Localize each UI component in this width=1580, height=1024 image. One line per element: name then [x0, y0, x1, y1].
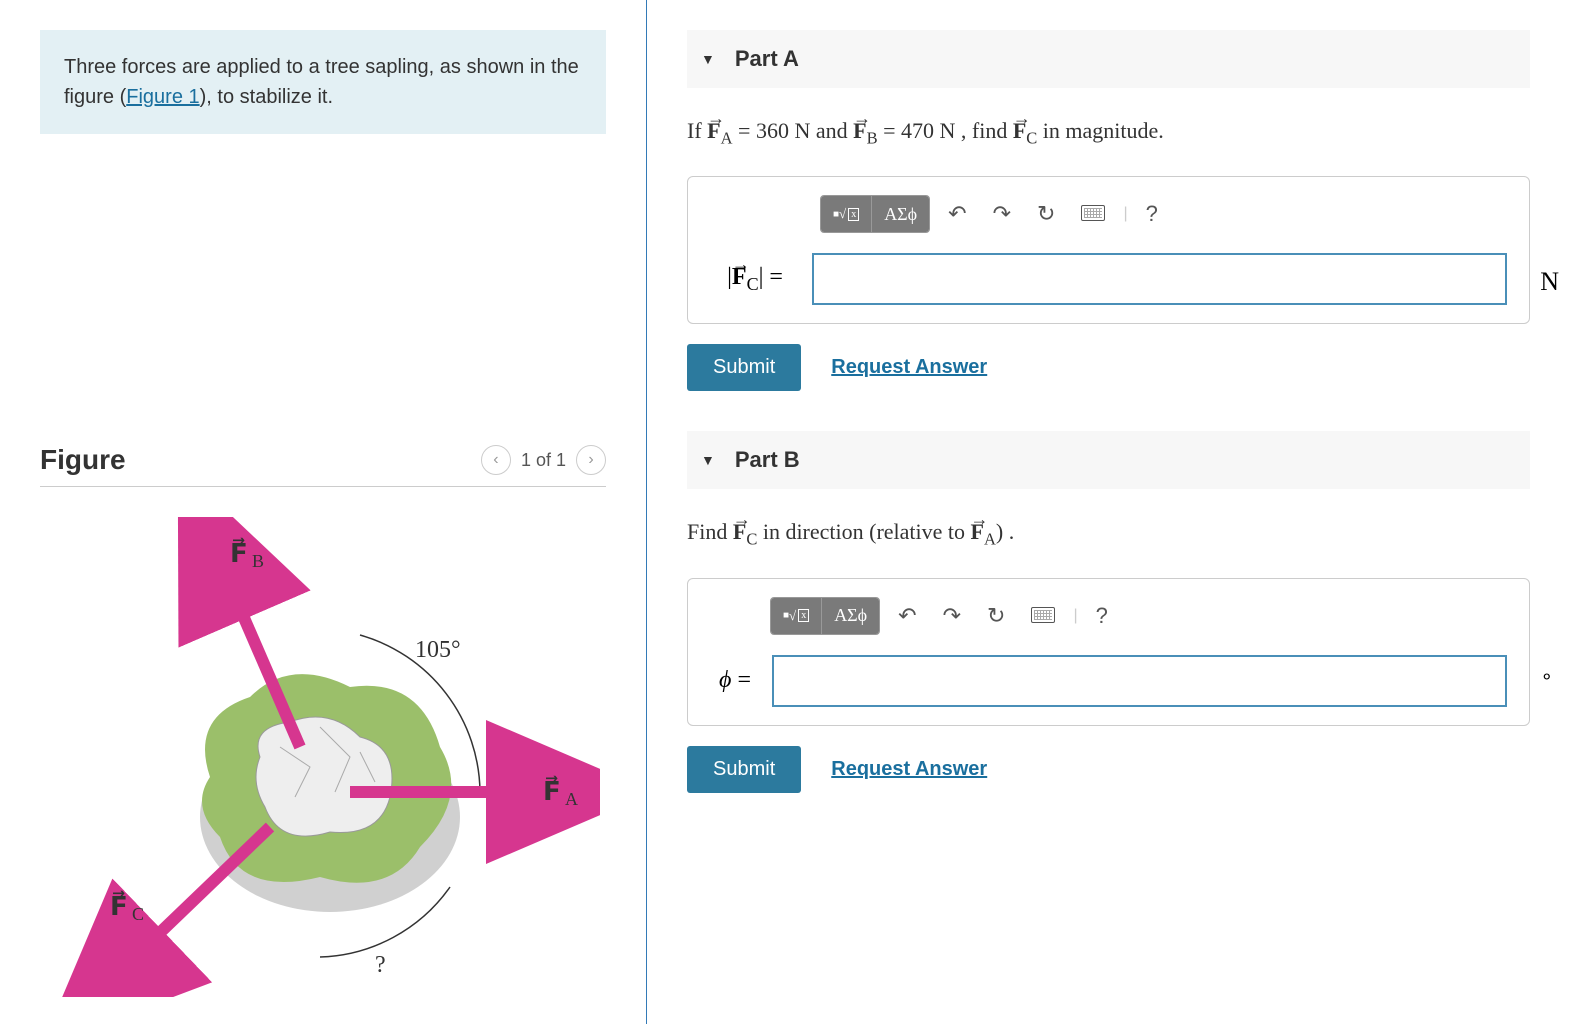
- svg-text:F⃗: F⃗: [543, 775, 561, 806]
- part-a-input[interactable]: [812, 253, 1507, 305]
- figure-pager: 1 of 1: [521, 450, 566, 471]
- part-b-toolbar: ■√x ΑΣϕ ↶ ↷ ↻ | ?: [770, 597, 1507, 635]
- part-a-unit: N: [1540, 267, 1559, 297]
- reset-icon[interactable]: ↻: [979, 599, 1013, 633]
- part-b-request-answer-link[interactable]: Request Answer: [831, 758, 987, 781]
- greek-letters-button[interactable]: ΑΣϕ: [872, 196, 929, 232]
- fb-value: 470: [901, 118, 934, 143]
- part-b-submit-button[interactable]: Submit: [687, 746, 801, 793]
- help-icon[interactable]: ?: [1088, 599, 1116, 633]
- svg-text:F⃗: F⃗: [110, 890, 128, 921]
- figure-title: Figure: [40, 444, 126, 476]
- fa-value: 360: [756, 118, 789, 143]
- part-a-section: ▼ Part A If →FA = 360 N and →FB = 470 N …: [687, 30, 1530, 391]
- figure-nav: ‹ 1 of 1 ›: [481, 445, 606, 475]
- part-b-question: Find →FC in direction (relative to →FA) …: [687, 519, 1530, 549]
- figure-header: Figure ‹ 1 of 1 ›: [40, 444, 606, 487]
- right-panel: ▼ Part A If →FA = 360 N and →FB = 470 N …: [647, 0, 1580, 1024]
- svg-text:F⃗: F⃗: [230, 537, 248, 568]
- part-b-answer-box: ■√x ΑΣϕ ↶ ↷ ↻ | ? ϕ = ∘: [687, 578, 1530, 726]
- part-b-section: ▼ Part B Find →FC in direction (relative…: [687, 431, 1530, 792]
- toolbar-group: ■√x ΑΣϕ: [770, 597, 880, 635]
- part-a-header[interactable]: ▼ Part A: [687, 30, 1530, 88]
- math-templates-button[interactable]: ■√x: [821, 196, 872, 232]
- problem-text-after: ), to stabilize it.: [200, 86, 333, 108]
- undo-icon[interactable]: ↶: [890, 599, 924, 633]
- part-a-submit-button[interactable]: Submit: [687, 344, 801, 391]
- keyboard-icon[interactable]: [1073, 197, 1113, 231]
- figure-link[interactable]: Figure 1: [126, 86, 199, 108]
- svg-text:105°: 105°: [415, 637, 461, 663]
- reset-icon[interactable]: ↻: [1029, 197, 1063, 231]
- help-icon[interactable]: ?: [1138, 197, 1166, 231]
- figure-next-button[interactable]: ›: [576, 445, 606, 475]
- part-b-actions: Submit Request Answer: [687, 746, 1530, 793]
- svg-text:B: B: [252, 551, 264, 571]
- part-b-unit: ∘: [1540, 664, 1553, 689]
- part-a-question: If →FA = 360 N and →FB = 470 N , find →F…: [687, 118, 1530, 148]
- part-b-input-label: ϕ =: [710, 667, 760, 694]
- toolbar-group: ■√x ΑΣϕ: [820, 195, 930, 233]
- part-a-actions: Submit Request Answer: [687, 344, 1530, 391]
- figure-prev-button[interactable]: ‹: [481, 445, 511, 475]
- figure-svg: F⃗ B 105° F⃗ A F⃗ C ?: [40, 517, 600, 997]
- figure-section: Figure ‹ 1 of 1 ›: [40, 444, 606, 997]
- svg-text:A: A: [565, 789, 578, 809]
- part-a-toolbar: ■√x ΑΣϕ ↶ ↷ ↻ | ?: [820, 195, 1507, 233]
- svg-text:C: C: [132, 904, 144, 924]
- redo-icon[interactable]: ↷: [985, 197, 1019, 231]
- part-b-title: Part B: [735, 447, 800, 473]
- keyboard-icon[interactable]: [1023, 599, 1063, 633]
- figure-image: F⃗ B 105° F⃗ A F⃗ C ?: [40, 517, 606, 997]
- part-a-request-answer-link[interactable]: Request Answer: [831, 356, 987, 379]
- part-a-input-row: |→FC| =: [710, 253, 1507, 305]
- caret-down-icon: ▼: [701, 452, 715, 468]
- undo-icon[interactable]: ↶: [940, 197, 974, 231]
- svg-text:?: ?: [375, 952, 386, 978]
- part-a-input-label: |→FC| =: [710, 264, 800, 295]
- part-a-answer-box: ■√x ΑΣϕ ↶ ↷ ↻ | ? |→FC| = N: [687, 176, 1530, 324]
- part-b-input[interactable]: [772, 655, 1507, 707]
- math-templates-button[interactable]: ■√x: [771, 598, 822, 634]
- part-b-header[interactable]: ▼ Part B: [687, 431, 1530, 489]
- left-panel: Three forces are applied to a tree sapli…: [0, 0, 647, 1024]
- part-a-title: Part A: [735, 46, 799, 72]
- problem-statement: Three forces are applied to a tree sapli…: [40, 30, 606, 134]
- caret-down-icon: ▼: [701, 51, 715, 67]
- redo-icon[interactable]: ↷: [935, 599, 969, 633]
- greek-letters-button[interactable]: ΑΣϕ: [822, 598, 879, 634]
- part-b-input-row: ϕ =: [710, 655, 1507, 707]
